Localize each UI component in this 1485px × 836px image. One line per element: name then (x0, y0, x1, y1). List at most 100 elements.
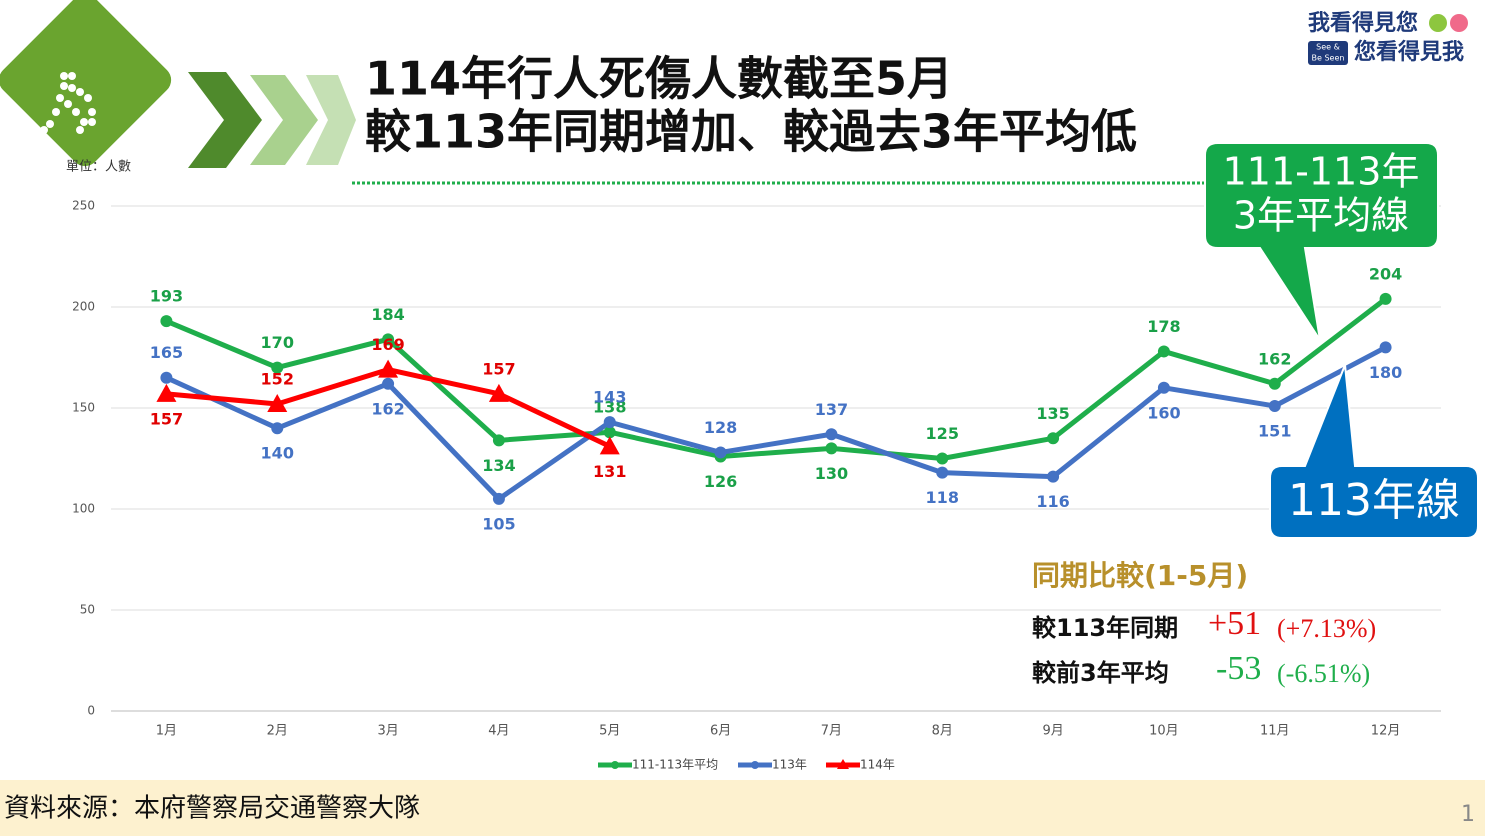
corner-badge (0, 0, 172, 167)
x-tick-label: 12月 (1371, 724, 1401, 739)
x-tick-label: 9月 (1042, 724, 1063, 739)
logo-eye (1429, 14, 1447, 32)
comparison-label: 較前3年平均 (1032, 659, 1169, 687)
x-tick-label: 3月 (377, 724, 398, 739)
page-number: 1 (1461, 802, 1475, 827)
logo-text: 我看得見您 (1308, 10, 1418, 36)
source: 資料來源：本府警察局交通警察大隊 (4, 794, 420, 824)
callout-text: 111-113年 (1223, 150, 1420, 194)
data-label: 128 (704, 418, 737, 437)
y-tick-label: 250 (72, 199, 95, 213)
marker (599, 436, 620, 455)
marker (1268, 399, 1281, 412)
marker (160, 315, 173, 328)
comparison-pct: (-6.51%) (1277, 659, 1370, 688)
data-label: 126 (704, 472, 737, 491)
data-label: 162 (371, 399, 404, 418)
title: 114年行人死傷人數截至5月 (365, 52, 953, 106)
marker (1047, 432, 1060, 445)
marker (1047, 470, 1060, 483)
chevron (250, 75, 318, 165)
x-tick-label: 10月 (1149, 724, 1179, 739)
data-label: 157 (150, 409, 183, 428)
data-label: 138 (593, 398, 626, 417)
callout-text: 113年線 (1288, 475, 1460, 526)
data-label: 170 (261, 333, 294, 352)
data-label: 135 (1036, 404, 1069, 423)
data-label: 116 (1036, 492, 1069, 511)
marker (378, 359, 399, 378)
data-label: 151 (1258, 421, 1291, 440)
x-tick-label: 7月 (821, 724, 842, 739)
y-tick-label: 200 (72, 300, 95, 314)
marker (382, 333, 395, 346)
marker (271, 361, 284, 374)
data-label: 193 (150, 287, 183, 306)
data-label: 204 (1369, 264, 1402, 283)
data-label: 130 (815, 464, 848, 483)
marker (714, 446, 727, 459)
data-label: 165 (150, 343, 183, 362)
data-label: 134 (482, 456, 515, 475)
callout-box (1269, 364, 1479, 539)
data-label: 169 (371, 335, 404, 354)
title: 較113年同期增加、較過去3年平均低 (365, 105, 1137, 159)
logo-badge-text: See & (1316, 43, 1340, 52)
logo-badge-text: Be Seen (1312, 54, 1345, 63)
y-axis-label: 單位：人數 (66, 160, 131, 175)
marker (936, 452, 949, 465)
marker (603, 426, 616, 439)
x-tick-label: 5月 (599, 724, 620, 739)
x-tick-label: 6月 (710, 724, 731, 739)
data-label: 137 (815, 400, 848, 419)
data-label: 160 (1147, 403, 1180, 422)
legend-label: 111-113年平均 (632, 758, 718, 772)
x-tick-label: 1月 (156, 724, 177, 739)
marker (825, 428, 838, 441)
marker (156, 383, 177, 402)
marker (936, 466, 949, 479)
y-tick-label: 150 (72, 401, 95, 415)
comparison-diff: +51 (1208, 605, 1261, 642)
marker (1157, 345, 1170, 358)
data-label: 180 (1369, 363, 1402, 382)
x-tick-label: 2月 (267, 724, 288, 739)
y-tick-label: 100 (72, 502, 95, 516)
series-line (165, 345, 1387, 502)
logo-badge (1308, 41, 1348, 65)
data-label: 118 (926, 488, 959, 507)
data-label: 162 (1258, 349, 1291, 368)
data-label: 157 (482, 359, 515, 378)
data-label: 140 (261, 444, 294, 463)
x-tick-label: 4月 (488, 724, 509, 739)
marker (492, 492, 505, 505)
data-label: 131 (593, 462, 626, 481)
legend-label: 114年 (860, 758, 895, 772)
comparison-diff: -53 (1216, 650, 1261, 687)
pedestrian-icon (40, 72, 96, 134)
comparison-label: 較113年同期 (1032, 614, 1178, 642)
logo-eye (1450, 14, 1468, 32)
footer-band (0, 780, 1485, 836)
y-tick-label: 50 (80, 603, 95, 617)
marker (160, 371, 173, 384)
series-line (165, 296, 1388, 461)
marker (1379, 341, 1392, 354)
chevron (188, 72, 262, 168)
data-label: 152 (261, 369, 294, 388)
marker (382, 377, 395, 390)
legend-marker (837, 759, 849, 769)
marker (1379, 292, 1392, 305)
callout-box (1204, 142, 1439, 341)
marker (1268, 377, 1281, 390)
marker (271, 422, 284, 435)
marker (488, 383, 509, 402)
data-label: 143 (593, 388, 626, 407)
comparison-heading: 同期比較(1-5月) (1032, 559, 1248, 592)
callout-text: 3年平均線 (1233, 194, 1409, 238)
marker (603, 416, 616, 429)
x-tick-label: 8月 (932, 724, 953, 739)
data-label: 105 (482, 514, 515, 533)
comparison-pct: (+7.13%) (1277, 614, 1376, 643)
